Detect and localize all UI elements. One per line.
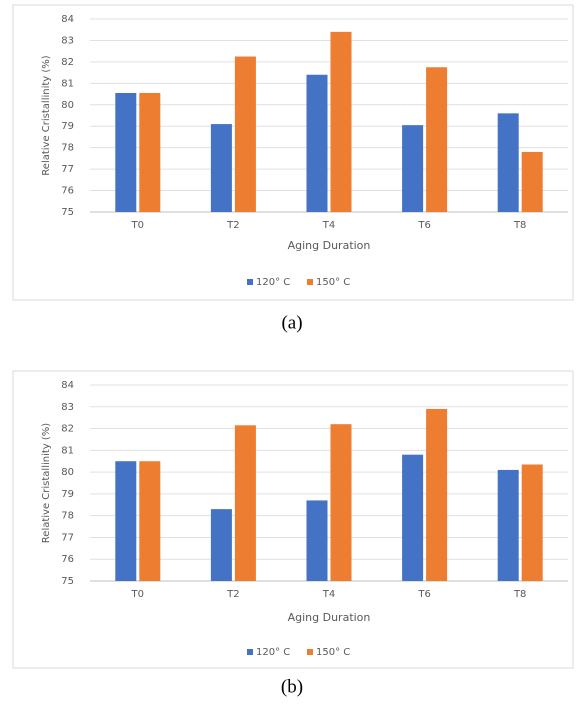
x-tick-label: T6 [417,589,430,600]
x-tick-label: T2 [226,220,239,231]
legend-swatch [247,279,253,285]
x-tick-label: T4 [322,220,335,231]
y-tick-label: 79 [61,121,74,132]
x-tick-label: T4 [322,589,335,600]
y-tick-label: 84 [61,380,74,391]
x-axis-title: Aging Duration [288,239,371,252]
chart-frame [12,370,574,669]
y-axis-title: Relative Cristallinity (%) [41,55,52,176]
y-tick-label: 83 [61,402,74,413]
bar [115,92,137,212]
bar [306,500,328,581]
bar [139,461,161,581]
x-tick-label: T2 [226,589,239,600]
y-tick-label: 80 [61,100,74,111]
y-tick-label: 84 [61,14,74,25]
y-tick-label: 76 [61,554,74,565]
y-tick-label: 82 [61,57,74,68]
y-tick-label: 75 [61,576,74,587]
bar [497,113,519,212]
legend-label: 150° C [316,277,350,288]
y-axis-title: Relative Cristallinity (%) [41,423,52,544]
bar [497,469,519,581]
y-tick-label: 75 [61,207,74,218]
x-axis-title: Aging Duration [288,611,371,624]
legend-label: 120° C [256,647,290,658]
bar [521,151,543,212]
legend-swatch [307,649,313,655]
y-tick-label: 82 [61,424,74,435]
bar [234,425,256,581]
bar [330,424,352,581]
bar [402,454,424,581]
legend-swatch [307,279,313,285]
y-tick-label: 83 [61,35,74,46]
y-tick-label: 80 [61,467,74,478]
y-tick-label: 81 [61,78,74,89]
legend-label: 150° C [316,647,350,658]
chart-frame [12,4,574,301]
bar [115,461,137,581]
y-tick-label: 76 [61,186,74,197]
bar [306,74,328,212]
y-tick-label: 77 [61,532,74,543]
bar [139,92,161,212]
y-tick-label: 78 [61,143,74,154]
x-tick-label: T8 [513,220,526,231]
y-tick-label: 81 [61,445,74,456]
bar [210,509,232,581]
x-tick-label: T8 [513,589,526,600]
y-tick-label: 78 [61,511,74,522]
bar [330,31,352,212]
bar [426,408,448,581]
bar [210,124,232,212]
x-tick-label: T0 [131,220,144,231]
y-tick-label: 79 [61,489,74,500]
legend-swatch [247,649,253,655]
bar [426,67,448,212]
caption: (b) [281,676,303,697]
x-tick-label: T0 [131,589,144,600]
bar [521,464,543,581]
x-tick-label: T6 [417,220,430,231]
legend-label: 120° C [256,277,290,288]
bar [402,125,424,212]
y-tick-label: 77 [61,164,74,175]
bar [234,56,256,213]
caption: (a) [281,312,302,333]
